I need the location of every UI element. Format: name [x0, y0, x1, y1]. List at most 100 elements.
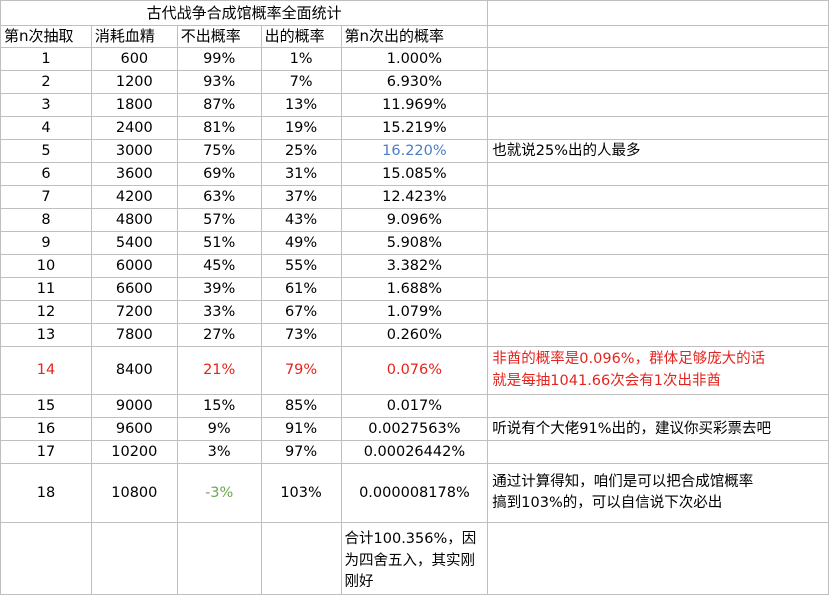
- cell-cost[interactable]: 1800: [90, 93, 178, 117]
- empty-cell[interactable]: [90, 522, 178, 595]
- empty-cell[interactable]: [176, 522, 262, 595]
- cell-drop[interactable]: 31%: [260, 162, 342, 186]
- cell-drop[interactable]: 79%: [260, 346, 342, 395]
- cell-not-drop[interactable]: 33%: [176, 300, 262, 324]
- cell-cost[interactable]: 7200: [90, 300, 178, 324]
- cell-not-drop[interactable]: 21%: [176, 346, 262, 395]
- cell-drop[interactable]: 97%: [260, 440, 342, 464]
- cell-drop[interactable]: 1%: [260, 47, 342, 71]
- header-draw-number[interactable]: 第n次抽取: [0, 25, 92, 48]
- cell-nth-drop[interactable]: 15.085%: [340, 162, 489, 186]
- cell-nth-drop[interactable]: 0.0027563%: [340, 417, 489, 441]
- header-nth-drop[interactable]: 第n次出的概率: [340, 25, 489, 48]
- note-cell[interactable]: [487, 231, 829, 255]
- cell-drop[interactable]: 19%: [260, 116, 342, 140]
- cell-nth-drop-peak[interactable]: 16.220%: [340, 139, 489, 163]
- cell-not-drop[interactable]: 45%: [176, 254, 262, 278]
- note-cell[interactable]: [487, 116, 829, 140]
- empty-cell[interactable]: [0, 522, 92, 595]
- cell-not-drop[interactable]: 63%: [176, 185, 262, 209]
- cell-draw-number[interactable]: 13: [0, 323, 92, 347]
- note-cell[interactable]: [487, 70, 829, 94]
- cell-nth-drop[interactable]: 1.000%: [340, 47, 489, 71]
- cell-drop[interactable]: 85%: [260, 394, 342, 418]
- cell-drop[interactable]: 25%: [260, 139, 342, 163]
- cell-not-drop[interactable]: 51%: [176, 231, 262, 255]
- cell-cost[interactable]: 3000: [90, 139, 178, 163]
- cell-nth-drop[interactable]: 5.908%: [340, 231, 489, 255]
- cell-cost[interactable]: 4200: [90, 185, 178, 209]
- cell-cost[interactable]: 10200: [90, 440, 178, 464]
- cell-drop[interactable]: 13%: [260, 93, 342, 117]
- header-drop[interactable]: 出的概率: [260, 25, 342, 48]
- cell-not-drop[interactable]: 93%: [176, 70, 262, 94]
- note-cell[interactable]: [487, 300, 829, 324]
- cell-draw-number[interactable]: 11: [0, 277, 92, 301]
- cell-drop[interactable]: 103%: [260, 463, 342, 523]
- cell-not-drop[interactable]: 39%: [176, 277, 262, 301]
- cell-nth-drop[interactable]: 0.017%: [340, 394, 489, 418]
- cell-nth-drop[interactable]: 11.969%: [340, 93, 489, 117]
- cell-nth-drop[interactable]: 6.930%: [340, 70, 489, 94]
- note-cell[interactable]: [487, 208, 829, 232]
- cell-not-drop[interactable]: 75%: [176, 139, 262, 163]
- empty-cell[interactable]: [487, 25, 829, 48]
- cell-draw-number[interactable]: 2: [0, 70, 92, 94]
- cell-drop[interactable]: 43%: [260, 208, 342, 232]
- cell-cost[interactable]: 600: [90, 47, 178, 71]
- note-cell[interactable]: 也就说25%出的人最多: [487, 139, 829, 163]
- note-cell[interactable]: [487, 277, 829, 301]
- cell-draw-number[interactable]: 5: [0, 139, 92, 163]
- cell-cost[interactable]: 4800: [90, 208, 178, 232]
- cell-not-drop[interactable]: 87%: [176, 93, 262, 117]
- note-cell[interactable]: [487, 185, 829, 209]
- cell-cost[interactable]: 9600: [90, 417, 178, 441]
- cell-draw-number[interactable]: 10: [0, 254, 92, 278]
- header-not-drop[interactable]: 不出概率: [176, 25, 262, 48]
- cell-nth-drop[interactable]: 12.423%: [340, 185, 489, 209]
- empty-cell[interactable]: [487, 0, 829, 26]
- cell-nth-drop[interactable]: 0.076%: [340, 346, 489, 395]
- cell-cost[interactable]: 6000: [90, 254, 178, 278]
- cell-drop[interactable]: 67%: [260, 300, 342, 324]
- cell-nth-drop[interactable]: 9.096%: [340, 208, 489, 232]
- cell-not-drop[interactable]: 69%: [176, 162, 262, 186]
- note-cell[interactable]: [487, 47, 829, 71]
- cell-not-drop-negative[interactable]: -3%: [176, 463, 262, 523]
- cell-draw-number[interactable]: 17: [0, 440, 92, 464]
- cell-cost[interactable]: 7800: [90, 323, 178, 347]
- note-cell[interactable]: [487, 440, 829, 464]
- cell-not-drop[interactable]: 9%: [176, 417, 262, 441]
- note-cell[interactable]: [487, 162, 829, 186]
- empty-cell[interactable]: [260, 522, 342, 595]
- cell-not-drop[interactable]: 15%: [176, 394, 262, 418]
- cell-draw-number[interactable]: 8: [0, 208, 92, 232]
- sheet-title[interactable]: 古代战争合成馆概率全面统计: [0, 0, 489, 26]
- note-cell[interactable]: [487, 93, 829, 117]
- cell-not-drop[interactable]: 3%: [176, 440, 262, 464]
- cell-cost[interactable]: 1200: [90, 70, 178, 94]
- cell-nth-drop[interactable]: 15.219%: [340, 116, 489, 140]
- cell-draw-number[interactable]: 18: [0, 463, 92, 523]
- cell-drop[interactable]: 49%: [260, 231, 342, 255]
- cell-draw-number[interactable]: 12: [0, 300, 92, 324]
- note-cell[interactable]: [487, 323, 829, 347]
- cell-cost[interactable]: 8400: [90, 346, 178, 395]
- note-cell[interactable]: 听说有个大佬91%出的，建议你买彩票去吧: [487, 417, 829, 441]
- cell-drop[interactable]: 61%: [260, 277, 342, 301]
- cell-draw-number[interactable]: 14: [0, 346, 92, 395]
- cell-draw-number[interactable]: 16: [0, 417, 92, 441]
- note-cell-unlucky[interactable]: 非酋的概率是0.096%，群体足够庞大的话 就是每抽1041.66次会有1次出非…: [487, 346, 829, 395]
- cell-drop[interactable]: 55%: [260, 254, 342, 278]
- cell-nth-drop[interactable]: 0.000008178%: [340, 463, 489, 523]
- cell-not-drop[interactable]: 27%: [176, 323, 262, 347]
- note-cell[interactable]: [487, 254, 829, 278]
- cell-draw-number[interactable]: 9: [0, 231, 92, 255]
- cell-draw-number[interactable]: 1: [0, 47, 92, 71]
- cell-draw-number[interactable]: 15: [0, 394, 92, 418]
- cell-draw-number[interactable]: 4: [0, 116, 92, 140]
- cell-not-drop[interactable]: 81%: [176, 116, 262, 140]
- cell-cost[interactable]: 9000: [90, 394, 178, 418]
- note-cell-conclusion[interactable]: 通过计算得知，咱们是可以把合成馆概率 搞到103%的，可以自信说下次必出: [487, 463, 829, 523]
- cell-draw-number[interactable]: 6: [0, 162, 92, 186]
